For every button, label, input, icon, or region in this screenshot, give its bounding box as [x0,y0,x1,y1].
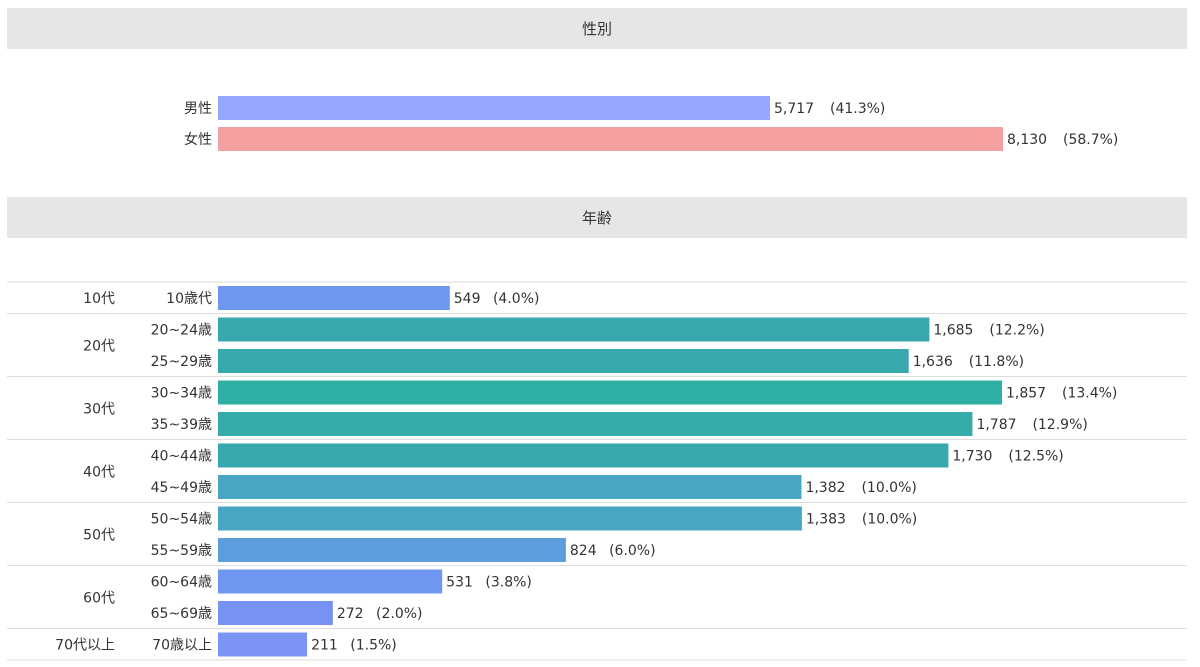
age-range-label: 10歳代 [166,291,212,307]
age-value-label: 1,383 [806,512,846,528]
age-range-label: 35~39歳 [151,417,212,433]
age-value-label: 1,857 [1006,386,1046,402]
gender-section-header: 性別 [7,8,1187,49]
age-bar [218,412,973,436]
age-percent-label: (6.0%) [609,543,656,559]
gender-category-label: 女性 [184,131,212,148]
age-range-label: 40~44歳 [151,449,212,465]
age-range-label: 70歳以上 [152,638,212,654]
age-bar [218,349,909,373]
age-group-label: 20代 [83,338,115,354]
age-group-label: 50代 [83,527,115,543]
age-percent-label: (12.5%) [1008,449,1063,465]
age-bar [218,632,308,657]
gender-section-title: 性別 [581,20,612,38]
age-percent-label: (3.8%) [485,575,532,591]
age-value-label: 1,382 [805,480,845,496]
gender-percent-label: (58.7%) [1063,132,1118,148]
age-group-label: 30代 [83,401,115,417]
age-value-label: 1,636 [913,354,953,370]
age-bar [218,443,949,468]
age-range-label: 50~54歳 [151,512,212,528]
age-range-label: 60~64歳 [151,575,212,591]
age-range-label: 30~34歳 [151,386,212,402]
gender-category-label: 男性 [184,101,212,117]
age-percent-label: (10.0%) [861,480,916,496]
age-value-label: 1,730 [952,449,992,465]
age-percent-label: (13.4%) [1062,386,1117,402]
age-bar [218,538,566,562]
age-percent-label: (12.2%) [989,323,1044,339]
age-value-label: 549 [454,291,481,307]
age-bar [218,380,1002,405]
age-value-label: 824 [570,543,597,559]
age-section-title: 年齢 [581,209,612,227]
age-range-label: 45~49歳 [151,480,212,496]
age-group-label: 70代以上 [55,638,115,654]
age-range-label: 65~69歳 [151,606,212,622]
gender-percent-label: (41.3%) [830,101,885,117]
age-percent-label: (12.9%) [1032,417,1087,433]
age-value-label: 1,787 [976,417,1016,433]
age-group-label: 40代 [83,464,115,480]
age-range-label: 55~59歳 [151,543,212,559]
age-percent-label: (2.0%) [376,606,423,622]
age-value-label: 272 [337,606,364,622]
gender-bar [218,96,771,120]
age-bar [218,601,333,625]
age-value-label: 211 [311,638,338,654]
gender-bar [218,127,1003,151]
age-range-label: 20~24歳 [151,323,212,339]
age-bar [218,286,450,310]
age-value-label: 1,685 [933,323,973,339]
age-bar [218,506,802,531]
age-percent-label: (1.5%) [350,638,397,654]
age-group-label: 10代 [83,291,115,307]
age-bar [218,317,930,342]
age-value-label: 531 [446,575,473,591]
gender-value-label: 5,717 [774,101,814,117]
gender-value-label: 8,130 [1007,132,1047,148]
age-section-header: 年齢 [7,197,1187,238]
age-bar [218,475,802,499]
age-bar [218,569,443,594]
age-percent-label: (10.0%) [862,512,917,528]
age-range-label: 25~29歳 [151,354,212,370]
age-percent-label: (11.8%) [969,354,1024,370]
age-group-label: 60代 [83,590,115,606]
age-percent-label: (4.0%) [493,291,540,307]
